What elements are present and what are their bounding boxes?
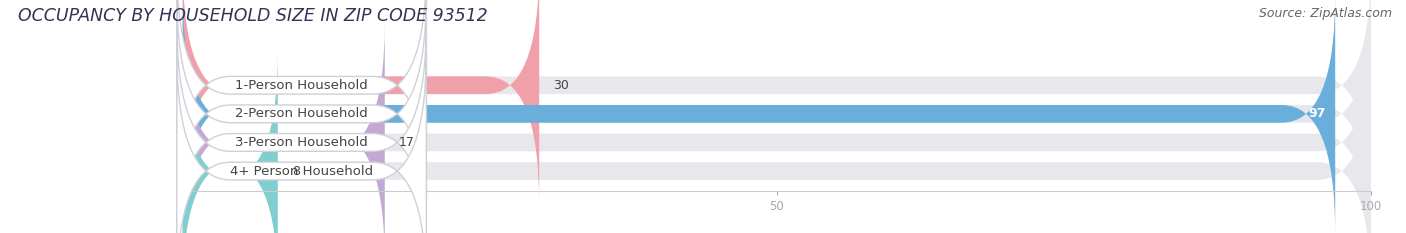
FancyBboxPatch shape (177, 23, 426, 233)
FancyBboxPatch shape (177, 0, 426, 233)
Text: 30: 30 (554, 79, 569, 92)
Text: OCCUPANCY BY HOUSEHOLD SIZE IN ZIP CODE 93512: OCCUPANCY BY HOUSEHOLD SIZE IN ZIP CODE … (18, 7, 488, 25)
Text: 4+ Person Household: 4+ Person Household (231, 164, 373, 178)
FancyBboxPatch shape (183, 0, 1371, 233)
Text: 1-Person Household: 1-Person Household (235, 79, 368, 92)
FancyBboxPatch shape (177, 51, 426, 233)
FancyBboxPatch shape (183, 0, 540, 205)
FancyBboxPatch shape (177, 0, 426, 205)
FancyBboxPatch shape (183, 23, 1371, 233)
Text: Source: ZipAtlas.com: Source: ZipAtlas.com (1258, 7, 1392, 20)
FancyBboxPatch shape (183, 0, 1371, 205)
Text: 8: 8 (292, 164, 299, 178)
FancyBboxPatch shape (183, 0, 1336, 233)
Text: 2-Person Household: 2-Person Household (235, 107, 368, 120)
FancyBboxPatch shape (183, 23, 385, 233)
FancyBboxPatch shape (183, 51, 1371, 233)
Text: 17: 17 (399, 136, 415, 149)
Text: 3-Person Household: 3-Person Household (235, 136, 368, 149)
FancyBboxPatch shape (183, 51, 278, 233)
Text: 97: 97 (1309, 107, 1326, 120)
